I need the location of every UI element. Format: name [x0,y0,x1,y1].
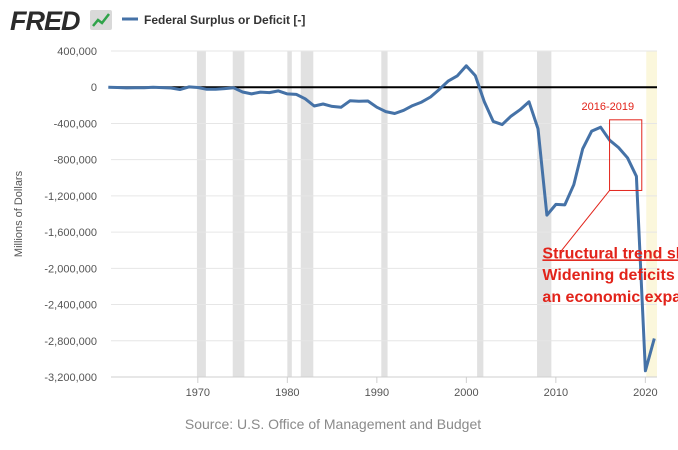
x-tick-label: 1970 [186,387,210,399]
fred-logo-graph-icon [90,10,112,30]
y-tick-label: 400,000 [57,46,97,58]
y-tick-label: -2,000,000 [44,263,97,275]
x-tick-label: 2010 [544,387,568,399]
y-tick-label: -1,600,000 [44,227,97,239]
y-tick-label: -2,400,000 [44,300,97,312]
y-tick-label: -400,000 [54,118,97,130]
annotation-text: Structural trend shift: [542,245,678,262]
y-tick-label: 0 [91,82,97,94]
recession-band [477,51,484,377]
x-tick-label: 2020 [633,387,657,399]
recession-band [196,51,206,377]
source-note: Source: U.S. Office of Management and Bu… [185,416,481,432]
highlight-band [646,51,657,377]
recession-band [381,51,388,377]
recession-band [287,51,292,377]
annotation-text: Widening deficits during [542,267,678,284]
y-tick-label: -800,000 [54,155,97,167]
recession-band [300,51,314,377]
legend-label: Federal Surplus or Deficit [-] [144,13,305,27]
pointer-line [559,190,610,253]
fred-logo: FRED [10,6,80,36]
series-line [108,64,656,373]
recession-band [232,51,245,377]
annotation-text: an economic expansion [542,289,678,306]
highlight-box [609,119,643,191]
y-axis-title: Millions of Dollars [13,170,25,257]
y-tick-label: -1,200,000 [44,191,97,203]
y-tick-label: -3,200,000 [44,372,97,384]
y-tick-label: -2,800,000 [44,336,97,348]
x-tick-label: 2000 [454,387,478,399]
x-tick-label: 1980 [275,387,299,399]
recession-band [537,51,552,377]
x-tick-label: 1990 [365,387,389,399]
highlight-box-label: 2016-2019 [582,101,635,113]
